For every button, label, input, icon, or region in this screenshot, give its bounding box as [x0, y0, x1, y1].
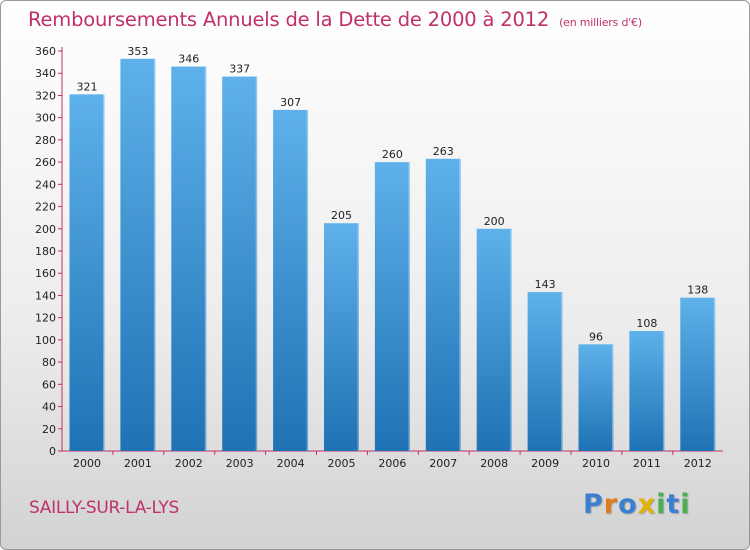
y-tick-label: 220 [35, 201, 56, 214]
chart-units: (en milliers d'€) [559, 16, 642, 29]
chart-title: Remboursements Annuels de la Dette de 20… [28, 8, 642, 31]
bar [527, 292, 563, 451]
bar [171, 66, 207, 452]
bar [120, 58, 156, 452]
y-tick-label: 160 [35, 267, 56, 280]
bar [629, 331, 665, 451]
data-label: 200 [484, 215, 505, 228]
y-tick-label: 340 [35, 67, 56, 80]
x-tick-label: 2011 [633, 457, 661, 470]
bar-highlight [408, 162, 410, 451]
bar-highlight [662, 331, 665, 451]
bar [69, 94, 105, 451]
bar-highlight [306, 109, 309, 451]
bar-highlight [153, 58, 156, 452]
bar [680, 297, 716, 451]
brand-letter: t [666, 489, 681, 520]
y-tick-label: 200 [35, 223, 56, 236]
bar-highlight [255, 76, 258, 452]
brand-letter: i [680, 489, 691, 520]
bar [425, 158, 461, 451]
data-label: 260 [382, 148, 403, 161]
brand-letter: r [603, 489, 619, 520]
bar [476, 228, 512, 451]
x-tick-label: 2001 [124, 457, 152, 470]
y-tick-label: 180 [35, 245, 56, 258]
data-label: 263 [433, 145, 454, 158]
bar-highlight [561, 292, 563, 451]
location-name: SAILLY-SUR-LA-LYS [29, 498, 179, 518]
bar-highlight [713, 297, 716, 451]
y-tick-label: 360 [35, 45, 56, 58]
y-tick-label: 120 [35, 312, 56, 325]
data-label: 307 [280, 96, 301, 109]
brand-letter: P [583, 489, 604, 520]
y-tick-label: 0 [49, 445, 56, 458]
data-label: 353 [127, 45, 148, 58]
x-tick-label: 2009 [531, 457, 559, 470]
bar-highlight [204, 66, 207, 452]
y-tick-label: 300 [35, 112, 56, 125]
data-label: 96 [589, 330, 603, 343]
data-label: 337 [229, 63, 250, 76]
x-tick-label: 2004 [277, 457, 305, 470]
brand-letter: o [618, 489, 638, 520]
y-tick-label: 320 [35, 89, 56, 102]
data-label: 346 [178, 53, 199, 66]
y-tick-label: 140 [35, 289, 56, 302]
bar [324, 223, 359, 451]
x-tick-label: 2010 [582, 457, 610, 470]
brand-logo: Proxiti [583, 489, 691, 520]
y-tick-label: 40 [42, 401, 56, 414]
x-tick-label: 2012 [684, 457, 712, 470]
x-tick-label: 2005 [328, 457, 356, 470]
chart-title-text: Remboursements Annuels de la Dette de 20… [28, 8, 550, 31]
y-tick-label: 280 [35, 134, 56, 147]
data-label: 321 [77, 80, 98, 93]
bar [273, 109, 309, 451]
y-tick-label: 260 [35, 156, 56, 169]
bar-highlight [357, 223, 359, 451]
data-label: 138 [687, 284, 708, 297]
brand-letter: i [656, 489, 667, 520]
bars [69, 58, 716, 452]
bar [578, 344, 614, 451]
bar [374, 162, 410, 451]
x-tick-label: 2000 [73, 457, 101, 470]
x-tick-label: 2006 [378, 457, 406, 470]
bar-highlight [103, 94, 105, 451]
x-tick-label: 2002 [175, 457, 203, 470]
bar [222, 76, 258, 452]
y-tick-label: 80 [42, 356, 56, 369]
data-label: 205 [331, 209, 352, 222]
bar-highlight [612, 344, 614, 451]
y-tick-label: 60 [42, 378, 56, 391]
brand-letter: x [637, 489, 657, 520]
x-tick-label: 2003 [226, 457, 254, 470]
y-tick-label: 100 [35, 334, 56, 347]
labels: 0 20 40 60 80 100 120 140 160 180 200 220 240 260 280 3… [35, 45, 712, 470]
bar-highlight [510, 228, 512, 451]
data-label: 143 [535, 278, 556, 291]
data-label: 108 [636, 317, 657, 330]
x-tick-label: 2007 [429, 457, 457, 470]
bar-highlight [459, 158, 461, 451]
y-tick-label: 240 [35, 178, 56, 191]
y-tick-label: 20 [42, 423, 56, 436]
x-tick-label: 2008 [480, 457, 508, 470]
